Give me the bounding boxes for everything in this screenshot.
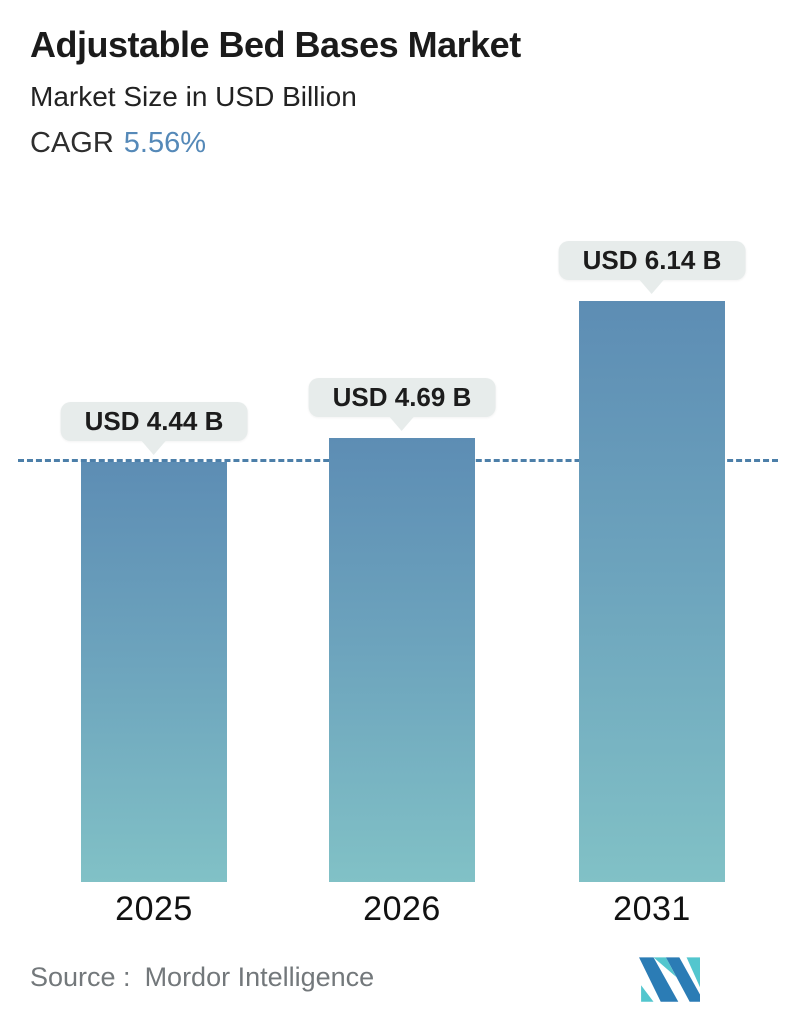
- bar-group-2025: USD 4.44 B 2025: [34, 0, 274, 1034]
- source-label: Source :: [30, 962, 131, 992]
- chart-subtitle: Market Size in USD Billion: [30, 81, 357, 113]
- bar-group-2031: USD 6.14 B 2031: [532, 0, 772, 1034]
- axis-label-2031: 2031: [613, 890, 691, 928]
- value-label: USD 4.44 B: [84, 406, 224, 436]
- value-label: USD 4.69 B: [332, 382, 472, 412]
- chart-footer: Source : Mordor Intelligence: [0, 954, 796, 1034]
- mordor-intelligence-logo-icon: [638, 955, 700, 1002]
- page-title: Adjustable Bed Bases Market: [30, 24, 521, 65]
- bar-2026: [329, 438, 475, 882]
- value-tooltip-2026: USD 4.69 B: [308, 378, 496, 417]
- bar-2025: [81, 462, 227, 882]
- value-tooltip-2025: USD 4.44 B: [60, 402, 248, 441]
- axis-label-2026: 2026: [363, 890, 441, 928]
- cagr-value: 5.56%: [123, 127, 207, 160]
- cagr-row: CAGR 5.56%: [30, 127, 521, 160]
- bar-group-2026: USD 4.69 B 2026: [282, 0, 522, 1034]
- chart-header: Adjustable Bed Bases Market Market Size …: [30, 24, 521, 160]
- source-value: Mordor Intelligence: [144, 962, 375, 992]
- value-tooltip-2031: USD 6.14 B: [558, 241, 746, 280]
- value-label: USD 6.14 B: [582, 245, 722, 275]
- axis-label-2025: 2025: [115, 890, 193, 928]
- source-line: Source : Mordor Intelligence: [30, 962, 374, 993]
- cagr-label: CAGR: [30, 127, 114, 160]
- bar-2031: [579, 301, 725, 882]
